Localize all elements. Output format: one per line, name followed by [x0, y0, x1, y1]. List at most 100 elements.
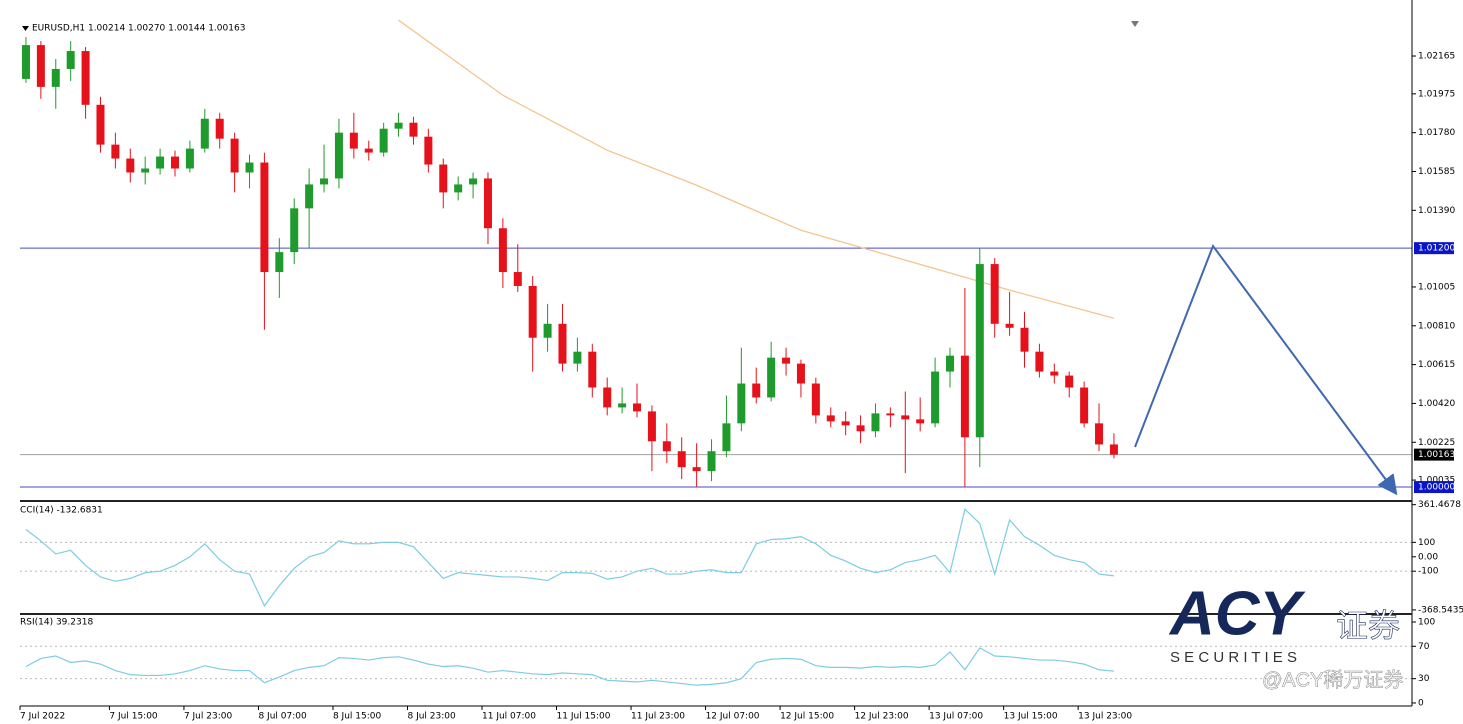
candle-body [290, 208, 299, 253]
x-tick-label: 8 Jul 15:00 [333, 712, 382, 722]
candle-body [215, 118, 224, 139]
y-tick-label: 1.01390 [1418, 206, 1455, 216]
candle-body [126, 158, 135, 173]
x-tick-label: 7 Jul 2022 [20, 712, 65, 722]
candle-body [424, 136, 433, 165]
x-tick-label: 8 Jul 07:00 [258, 712, 307, 722]
watermark: ACY 证券 S E C U R I T I E S @ACY稀万证券 [1168, 579, 1404, 691]
y-tick-label: 100 [1418, 617, 1435, 627]
y-tick-label: 1.01585 [1418, 167, 1455, 177]
y-tick-label: 1.02165 [1418, 52, 1455, 62]
y-tick-label: 1.01975 [1418, 89, 1455, 99]
candle-body [558, 323, 567, 364]
candle-body [1005, 323, 1014, 328]
brand-sub: S E C U R I T I E S [1170, 649, 1297, 666]
candle-body [945, 355, 954, 372]
candle-body [513, 272, 522, 286]
brand-cn: 证券 [1336, 607, 1400, 643]
candle-body [111, 144, 120, 159]
candle-body [990, 264, 999, 324]
x-tick-label: 7 Jul 23:00 [184, 712, 233, 722]
candle-body [454, 184, 463, 193]
price-label: 1.00163 [1418, 450, 1455, 460]
candle-body [36, 45, 45, 87]
y-tick-label: -100 [1418, 567, 1439, 577]
moving-average [398, 19, 1115, 319]
y-tick-label: 30 [1418, 674, 1430, 684]
candle-body [528, 285, 537, 338]
candle-body [692, 467, 701, 472]
y-tick-label: 1.01005 [1418, 282, 1455, 292]
menu-arrow[interactable] [22, 26, 29, 31]
candle-body [394, 122, 403, 129]
candle-body [260, 162, 269, 273]
candle-body [170, 156, 179, 169]
x-tick-label: 13 Jul 07:00 [929, 712, 983, 722]
candle-body [498, 228, 507, 273]
candle-body [603, 387, 612, 408]
candle-body [767, 357, 776, 398]
candle-body [916, 419, 925, 424]
candle-body [543, 323, 552, 338]
drawn-arrow [1134, 243, 1398, 496]
panel-title: CCI(14) -132.6831 [20, 506, 103, 516]
candle-body [81, 51, 90, 105]
candle-body [677, 451, 686, 468]
candle-body [796, 363, 805, 384]
x-tick-label: 11 Jul 23:00 [631, 712, 685, 722]
candle-body [349, 132, 358, 149]
candle-body [931, 371, 940, 424]
candle-body [483, 178, 492, 229]
x-tick-label: 12 Jul 07:00 [706, 712, 760, 722]
x-tick-label: 12 Jul 15:00 [780, 712, 834, 722]
price-label: 1.00000 [1418, 483, 1455, 493]
candle-body [156, 156, 165, 169]
candle-body [722, 423, 731, 452]
y-tick-label: 361.4678 [1418, 500, 1461, 510]
candle-body [633, 403, 642, 412]
x-tick-label: 12 Jul 23:00 [855, 712, 909, 722]
candle-body [275, 252, 284, 273]
credit: @ACY稀万证券 [1262, 668, 1403, 691]
candle-body [379, 128, 388, 153]
candle-body [364, 148, 373, 153]
y-tick-label: 100 [1418, 538, 1435, 548]
candle-body [752, 383, 761, 398]
candle-body [901, 415, 910, 420]
candle-body [1035, 351, 1044, 372]
candle-body [334, 132, 343, 179]
candle-body [1020, 327, 1029, 352]
candle-body [841, 421, 850, 426]
candle-body [707, 451, 716, 472]
price-label-box [1414, 242, 1454, 255]
candle-body [811, 383, 820, 416]
brand: ACY [1168, 579, 1307, 648]
scroll-marker [1131, 21, 1139, 27]
candle-body [588, 351, 597, 388]
candle-body [871, 413, 880, 432]
indicator-line [25, 647, 1114, 686]
candle-body [573, 351, 582, 364]
candle-body [826, 415, 835, 422]
y-tick-label: 1.00615 [1418, 360, 1455, 370]
candle-body [782, 357, 791, 364]
y-tick-label: -368.5435 [1418, 605, 1463, 615]
y-tick-label: 1.01780 [1418, 128, 1455, 138]
y-tick-label: 70 [1418, 642, 1430, 652]
candle-body [1095, 423, 1104, 445]
x-tick-label: 7 Jul 15:00 [109, 712, 158, 722]
x-tick-label: 13 Jul 23:00 [1078, 712, 1132, 722]
y-tick-label: 1.00035 [1418, 476, 1455, 486]
candle-body [886, 413, 895, 416]
candle-body [618, 403, 627, 408]
candle-body [245, 162, 254, 173]
candle-body [469, 178, 478, 185]
candle-body [141, 168, 150, 173]
candle-body [230, 138, 239, 173]
candle-body [96, 104, 105, 145]
candle-body [960, 355, 969, 438]
price-label-box [1414, 448, 1454, 461]
candle-body [662, 441, 671, 452]
